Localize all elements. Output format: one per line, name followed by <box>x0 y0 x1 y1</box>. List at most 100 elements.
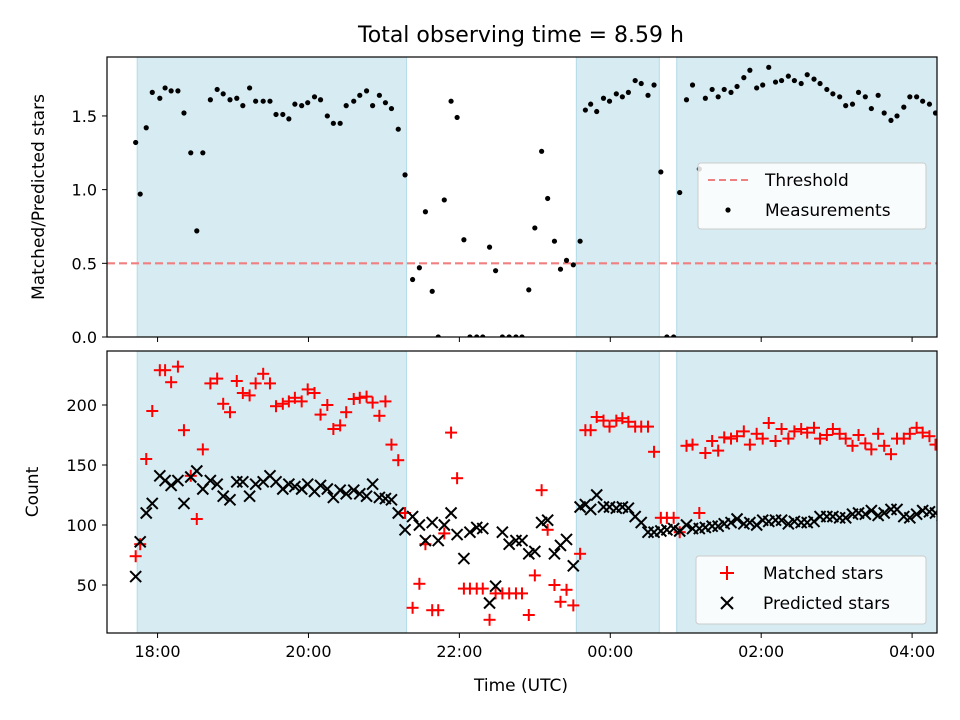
matched-star-point <box>327 423 340 435</box>
matched-star-point <box>839 432 852 445</box>
matched-star-point <box>263 377 276 390</box>
matched-star-point <box>282 395 295 408</box>
matched-star-point <box>535 484 548 497</box>
matched-star-point <box>622 415 635 428</box>
matched-star-point <box>731 430 744 443</box>
measurement-point <box>772 79 779 85</box>
matched-star-point <box>795 423 808 435</box>
matched-star-point <box>223 406 236 419</box>
measurement-point <box>441 197 447 203</box>
threshold-legend-label: Threshold <box>764 171 849 191</box>
matched-star-point <box>541 523 554 536</box>
measurement-point <box>651 82 657 88</box>
measurement-point <box>247 85 253 91</box>
measurement-point <box>299 103 305 109</box>
predicted-star-point <box>584 503 597 516</box>
matched-star-point <box>706 435 719 447</box>
matched-star-point <box>140 453 153 465</box>
predicted-star-point <box>590 488 603 502</box>
measurement-point <box>920 98 926 104</box>
x-tick-label: 04:00 <box>889 642 935 661</box>
matched-star-point <box>413 577 426 590</box>
measurement-point <box>817 80 823 87</box>
measurement-point <box>721 86 727 93</box>
measurement-point <box>526 287 532 293</box>
measurement-point <box>402 172 408 178</box>
matched-star-point <box>288 391 301 404</box>
matched-star-point <box>483 613 496 626</box>
count-legend-box <box>695 555 927 625</box>
predicted-star-point <box>288 480 302 493</box>
matched-star-point <box>769 435 782 447</box>
predicted-star-point <box>438 518 451 532</box>
matched-star-point <box>177 424 190 437</box>
predicted-star-point <box>877 506 891 520</box>
matched-star-point <box>667 511 680 524</box>
measurement-point <box>582 107 588 113</box>
measurement-point <box>855 89 862 95</box>
matched-star-point <box>438 527 451 540</box>
count-y-tick-label: 100 <box>66 516 97 535</box>
measurements-legend-label: Measurements <box>765 201 891 221</box>
measurement-point <box>747 67 753 73</box>
measurement-point <box>545 195 551 202</box>
matched-star-point <box>476 582 489 595</box>
predicted-star-point <box>236 475 250 489</box>
matched-star-point <box>129 550 142 563</box>
predicted-star-point <box>680 518 693 532</box>
matched-star-point <box>217 397 230 410</box>
measurement-point <box>370 103 376 109</box>
measurement-point <box>351 98 357 104</box>
matched-star-point <box>230 375 243 387</box>
matched-star-point <box>516 587 528 600</box>
measurement-point <box>519 334 525 337</box>
matched-star-point <box>451 472 464 485</box>
matched-star-point <box>826 423 839 435</box>
matched-star-point <box>642 420 655 433</box>
matched-star-point <box>270 400 283 413</box>
matched-star-point <box>392 454 405 467</box>
measurement-point <box>492 268 499 274</box>
matched-star-point <box>923 430 936 443</box>
matched-star-point <box>762 417 775 429</box>
measurement-point <box>253 98 259 104</box>
measurement-point <box>143 125 149 131</box>
matched-star-point <box>334 419 347 432</box>
matched-star-point <box>603 420 616 433</box>
measurement-point <box>227 97 233 103</box>
matched-star-point <box>373 409 386 422</box>
measurement-point <box>337 120 343 126</box>
measurement-point <box>388 105 395 112</box>
matched-star-point <box>718 431 731 444</box>
measurement-point <box>683 97 690 103</box>
predicted-star-point <box>321 482 334 496</box>
measurement-point <box>448 98 454 104</box>
measurement-point <box>376 92 382 98</box>
predicted-star-point <box>903 511 917 525</box>
predicted-star-point <box>314 479 327 492</box>
matched-star-point <box>712 444 725 457</box>
measurement-point <box>357 92 363 98</box>
ratio-y-tick-label: 1.5 <box>72 107 97 126</box>
count-y-axis-label: Count <box>23 466 43 517</box>
measurement-point <box>638 80 644 87</box>
measurement-point <box>273 111 279 118</box>
matched-star-point <box>134 538 147 551</box>
measurement-point <box>532 225 538 231</box>
measurement-point <box>461 237 467 243</box>
matched-star-point <box>276 397 289 410</box>
measurement-point <box>658 169 664 175</box>
measurement-point <box>709 86 715 93</box>
matched-star-point <box>808 421 821 434</box>
measurement-point <box>613 91 619 97</box>
matched-star-point <box>366 396 379 409</box>
measurement-point <box>600 95 607 101</box>
x-tick-label: 22:00 <box>436 642 482 661</box>
predicted-star-point <box>406 510 419 523</box>
measurement-point <box>506 334 512 337</box>
matched-star-point <box>347 393 360 405</box>
measurement-point <box>194 228 200 234</box>
measurement-point <box>539 148 545 154</box>
measurement-point <box>734 83 740 90</box>
matched-star-point <box>801 426 814 439</box>
